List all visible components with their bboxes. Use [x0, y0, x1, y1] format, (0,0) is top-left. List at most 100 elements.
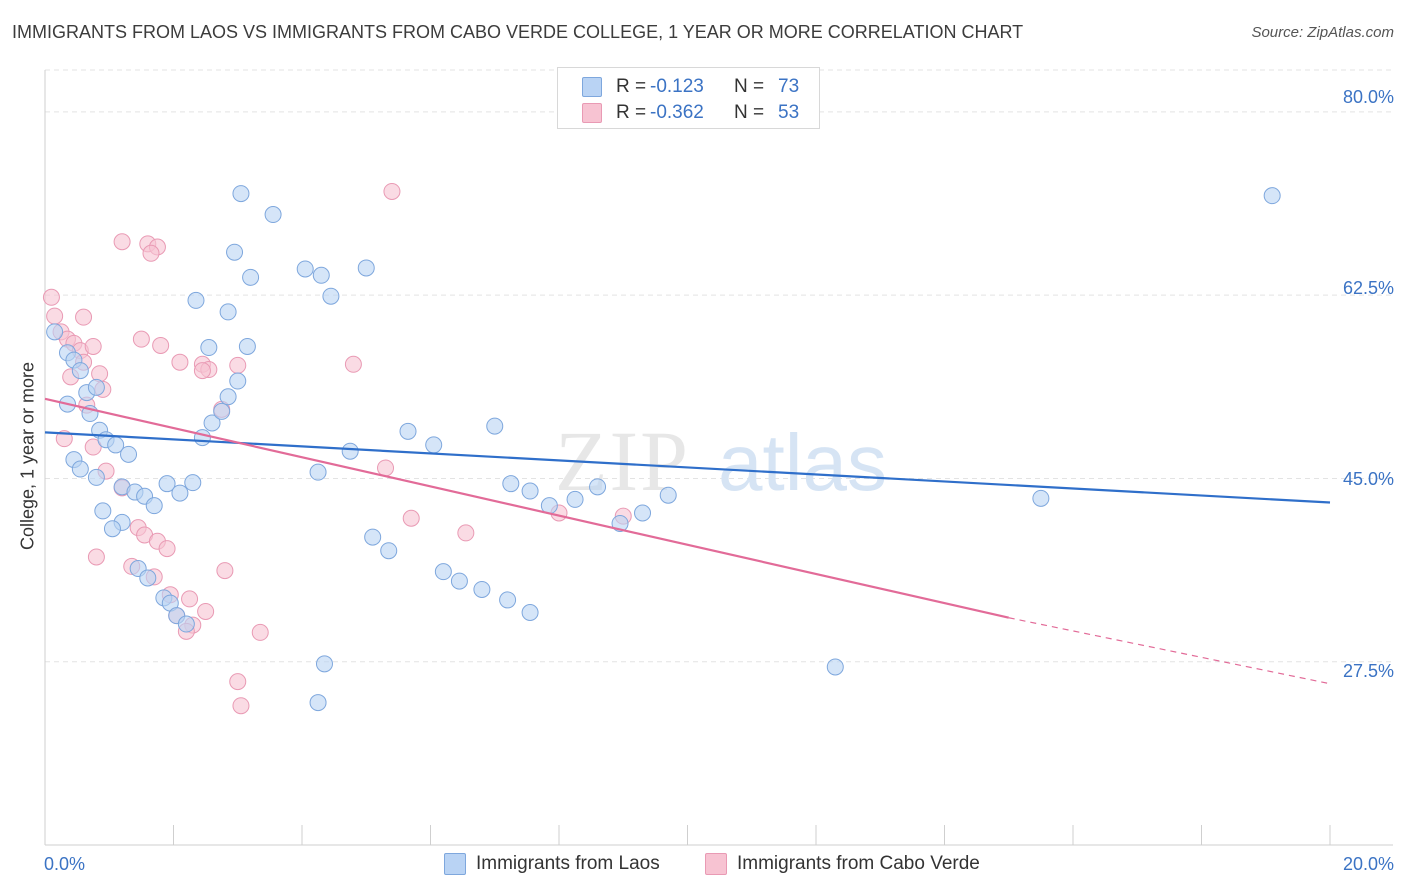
laos-point-42	[242, 268, 260, 286]
laos-point-30	[184, 474, 202, 492]
cabo-point-26	[197, 602, 215, 620]
laos-point-23	[139, 569, 157, 587]
legend-swatch-laos	[582, 77, 602, 97]
cabo-point-47	[383, 182, 401, 200]
laos-point-65	[473, 580, 491, 598]
laos-point-62	[380, 542, 398, 560]
laos-point-29	[171, 484, 189, 502]
laos-point-59	[634, 504, 652, 522]
cabo-point-34	[142, 244, 160, 262]
laos-point-69	[309, 694, 327, 712]
laos-point-13	[71, 460, 89, 478]
x-tick-label-max: 20.0%	[1342, 854, 1394, 874]
laos-point-37	[200, 339, 218, 357]
laos-point-66	[499, 591, 517, 609]
zipatlas-watermark: ZIP atlas	[555, 413, 887, 509]
correlation-legend: R = -0.123 N = 73 R = -0.362 N = 53	[557, 67, 820, 129]
cabo-point-1	[46, 307, 64, 325]
legend-r-label-laos: R =	[616, 76, 647, 97]
trend-line-laos	[44, 431, 1331, 504]
laos-point-50	[399, 422, 417, 440]
laos-point-21	[103, 520, 121, 538]
laos-point-56	[566, 490, 584, 508]
legend-r-value-cabo: -0.362	[650, 102, 704, 123]
cabo-point-13	[84, 438, 102, 456]
y-tick-label-27-5: 27.5%	[1342, 661, 1394, 681]
laos-point-51	[425, 436, 443, 454]
cabo-point-49	[402, 509, 420, 527]
source-credit: Source: ZipAtlas.com	[1251, 24, 1394, 41]
cabo-point-44	[193, 362, 211, 380]
cabo-point-28	[216, 562, 234, 580]
laos-point-71	[1032, 489, 1050, 507]
cabo-point-46	[344, 355, 362, 373]
laos-point-52	[486, 417, 504, 435]
cabo-point-27	[181, 590, 199, 608]
cabo-point-31	[113, 233, 131, 251]
laos-point-54	[521, 482, 539, 500]
laos-point-49	[341, 442, 359, 460]
laos-point-60	[659, 486, 677, 504]
laos-point-40	[187, 291, 205, 309]
cabo-point-45	[229, 356, 247, 374]
laos-point-14	[87, 468, 105, 486]
laos-point-64	[450, 572, 468, 590]
cabo-point-37	[171, 353, 189, 371]
axes	[44, 70, 1393, 846]
laos-point-41	[232, 185, 250, 203]
bottom-legend-label-cabo: Immigrants from Cabo Verde	[737, 853, 980, 874]
cabo-point-35	[132, 330, 150, 348]
laos-point-39	[226, 243, 244, 261]
laos-point-68	[315, 655, 333, 673]
trend-line-cabo-extension	[1008, 617, 1331, 685]
y-tick-label-80: 80.0%	[1342, 87, 1394, 107]
laos-point-35	[229, 372, 247, 390]
cabo-point-50	[457, 524, 475, 542]
y-tick-label-45: 45.0%	[1342, 469, 1394, 489]
bottom-legend-label-laos: Immigrants from Laos	[476, 853, 660, 874]
x-tick-label-min: 0.0%	[44, 854, 86, 874]
laos-point-45	[312, 266, 330, 284]
cabo-point-36	[152, 336, 170, 354]
legend-r-value-laos: -0.123	[650, 76, 704, 97]
cabo-point-42	[229, 673, 247, 691]
bottom-legend-swatch-cabo	[705, 853, 727, 875]
trend-line-cabo	[44, 397, 1009, 619]
y-axis-label: College, 1 year or more	[17, 361, 38, 551]
laos-point-11	[120, 445, 138, 463]
laos-point-27	[177, 615, 195, 633]
laos-point-5	[87, 378, 105, 396]
laos-point-53	[502, 475, 520, 493]
laos-point-31	[193, 429, 211, 447]
trend-lines	[44, 397, 1331, 685]
laos-point-0	[46, 323, 64, 341]
laos-point-67	[521, 604, 539, 621]
laos-point-70	[826, 658, 844, 676]
laos-point-47	[357, 259, 375, 277]
cabo-point-43	[232, 697, 250, 715]
laos-point-63	[434, 563, 452, 581]
laos-point-36	[238, 337, 256, 355]
laos-point-3	[71, 362, 89, 380]
legend-r-label-cabo: R =	[616, 102, 647, 123]
laos-point-61	[364, 528, 382, 546]
y-tick-label-62-5: 62.5%	[1342, 278, 1394, 298]
cabo-point-16	[87, 548, 105, 566]
legend-n-label-cabo: N =	[734, 102, 765, 123]
legend-swatch-cabo	[582, 103, 602, 123]
laos-point-46	[322, 287, 340, 305]
legend-n-label-laos: N =	[734, 76, 765, 97]
watermark-atlas: atlas	[718, 418, 887, 507]
cabo-point-0	[42, 288, 60, 306]
laos-point-72	[1263, 187, 1281, 205]
legend-n-value-laos: 73	[778, 76, 800, 97]
laos-point-43	[264, 206, 282, 224]
bottom-legend-swatch-laos	[444, 853, 466, 875]
laos-point-19	[94, 502, 112, 520]
laos-point-33	[213, 402, 231, 420]
laos-point-18	[145, 497, 163, 515]
laos-point-57	[589, 478, 607, 496]
gridlines	[45, 69, 1393, 663]
series-laos-points	[46, 185, 1281, 712]
